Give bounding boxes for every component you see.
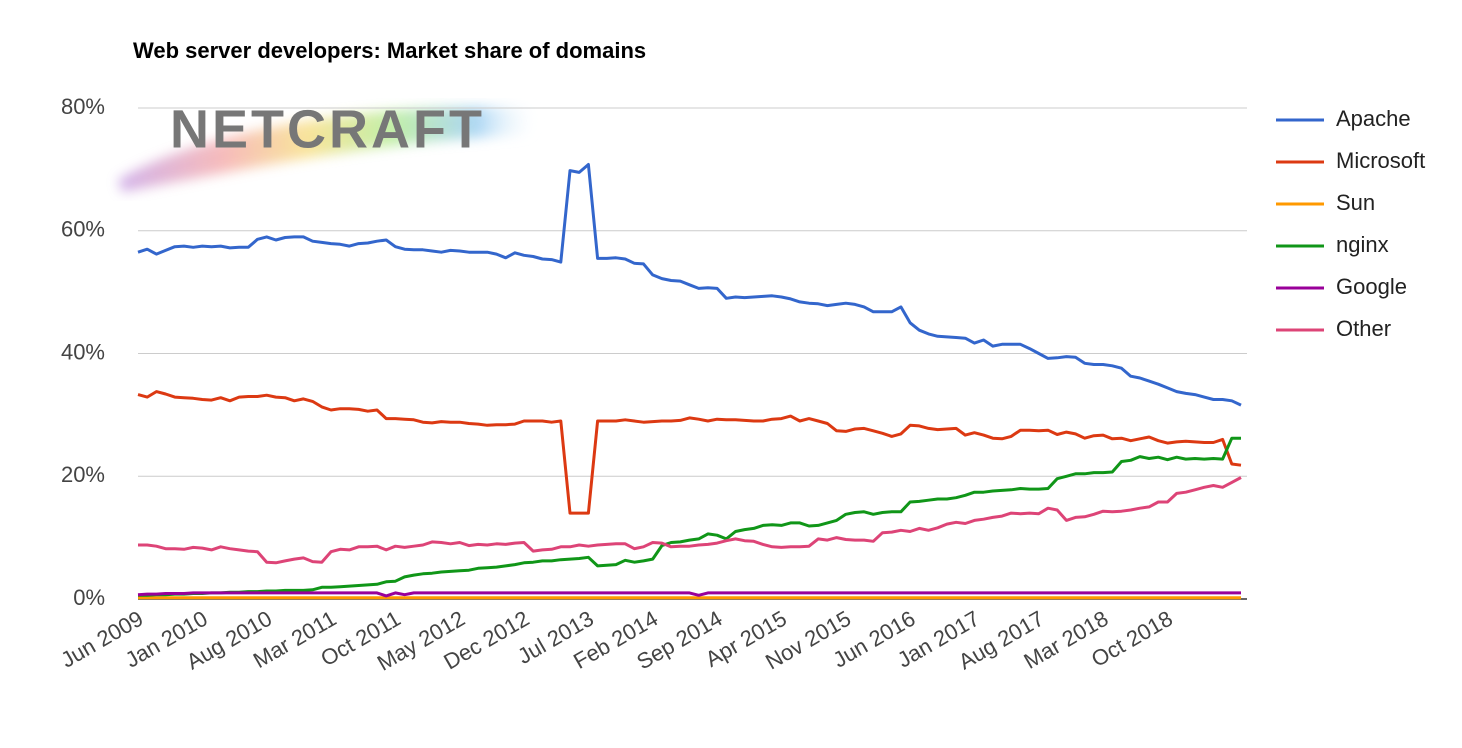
legend-label: nginx [1336,232,1389,257]
legend-label: Other [1336,316,1391,341]
series-line [137,591,1241,598]
logo-swash [118,106,540,192]
series-line [137,390,1242,515]
y-tick-label: 0% [73,585,105,610]
legend-label: Google [1336,274,1407,299]
legend-label: Microsoft [1336,148,1425,173]
logo-text: NETCRAFT [170,99,485,159]
y-tick-label: 40% [61,339,105,364]
y-tick-label: 60% [61,217,105,242]
plot [137,163,1242,600]
legend-label: Sun [1336,190,1375,215]
y-tick-label: 80% [61,94,105,119]
logo: NETCRAFT [118,99,540,192]
series-line [137,163,1242,407]
series-line [138,476,1242,565]
legend: Apache Microsoft Sun nginx Google Other [1276,106,1425,341]
series-line [138,436,1241,597]
y-tick-label: 20% [61,462,105,487]
grid: 0% 20% 40% 60% 80% [61,94,1247,610]
chart-title: Web server developers: Market share of d… [133,38,646,63]
legend-label: Apache [1336,106,1411,131]
